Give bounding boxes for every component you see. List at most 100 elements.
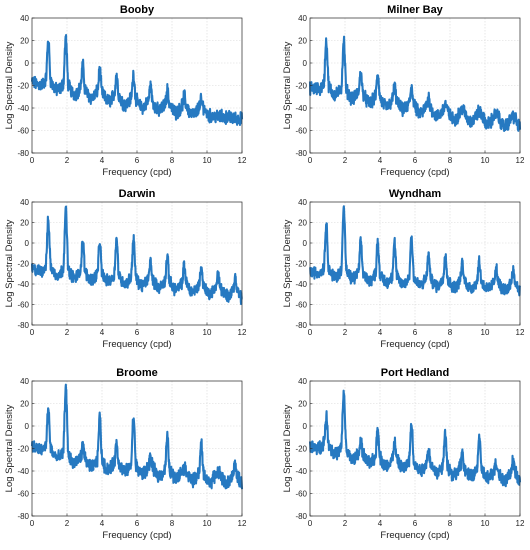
axes-frame: [31, 17, 243, 154]
y-tick-label: 40: [298, 14, 307, 23]
y-tick-label: -20: [17, 445, 29, 454]
y-tick-label: 0: [25, 59, 30, 68]
y-tick-label: 0: [303, 59, 308, 68]
x-tick-label: 12: [238, 328, 247, 337]
x-tick-label: 10: [481, 328, 490, 337]
spectrum-line: [308, 389, 522, 488]
y-tick-label: 40: [20, 198, 29, 207]
y-tick-label: -80: [17, 149, 29, 158]
x-tick-label: 6: [135, 156, 140, 165]
chart-title: Booby: [120, 4, 155, 16]
y-tick-label: -40: [17, 104, 29, 113]
x-tick-label: 8: [170, 156, 175, 165]
x-tick-label: 2: [343, 328, 348, 337]
y-axis-label: Log Spectral Density: [282, 41, 293, 129]
x-tick-label: 6: [413, 156, 418, 165]
x-axis-label: Frequency (cpd): [102, 167, 171, 178]
y-tick-label: -80: [295, 149, 307, 158]
chart-panel-4: 0 2 4 6 8 10 12 -80 -60 -40 -20 0 20 40 Wyndham Frequen…: [282, 188, 525, 350]
y-axis-label: Log Spectral Density: [282, 219, 293, 307]
x-tick-label: 8: [448, 519, 453, 528]
x-tick-label: 8: [448, 156, 453, 165]
y-tick-label: 0: [25, 239, 30, 248]
y-tick-label: -40: [17, 280, 29, 289]
x-axis-label: Frequency (cpd): [102, 339, 171, 350]
chart-title: Broome: [116, 367, 158, 379]
chart-panel-1: 0 2 4 6 8 10 12 -80 -60 -40 -20 0 20 40 Booby Frequency…: [4, 4, 247, 178]
x-tick-label: 12: [516, 156, 525, 165]
x-tick-label: 6: [413, 328, 418, 337]
y-tick-label: -60: [295, 301, 307, 310]
y-tick-label: 0: [303, 239, 308, 248]
y-axis-label: Log Spectral Density: [4, 219, 15, 307]
x-tick-label: 4: [378, 328, 383, 337]
y-tick-label: -60: [295, 490, 307, 499]
chart-title: Darwin: [119, 188, 156, 200]
spectrum-line: [30, 205, 243, 306]
chart-panel-5: 0 2 4 6 8 10 12 -80 -60 -40 -20 0 20 40 Broome Frequenc…: [4, 367, 247, 541]
x-tick-label: 0: [30, 156, 35, 165]
axes-frame: [31, 201, 243, 326]
x-tick-label: 2: [65, 519, 70, 528]
y-tick-label: 20: [20, 400, 29, 409]
y-tick-label: -20: [295, 82, 307, 91]
x-axis-label: Frequency (cpd): [380, 530, 449, 541]
chart-title: Milner Bay: [387, 4, 444, 16]
x-tick-label: 6: [135, 328, 140, 337]
x-tick-label: 12: [516, 328, 525, 337]
x-tick-label: 4: [100, 328, 105, 337]
x-tick-label: 10: [203, 519, 212, 528]
x-tick-label: 4: [378, 156, 383, 165]
chart-panel-3: 0 2 4 6 8 10 12 -80 -60 -40 -20 0 20 40 Darwin Frequenc…: [4, 188, 247, 350]
x-tick-label: 6: [413, 519, 418, 528]
y-tick-label: 20: [20, 219, 29, 228]
x-tick-label: 6: [135, 519, 140, 528]
chart-title: Wyndham: [389, 188, 442, 200]
y-tick-label: 40: [298, 377, 307, 386]
x-axis-label: Frequency (cpd): [380, 339, 449, 350]
x-tick-label: 0: [308, 328, 313, 337]
x-tick-label: 12: [238, 519, 247, 528]
y-tick-label: 0: [303, 422, 308, 431]
spectrum-line: [30, 383, 244, 490]
y-tick-label: -40: [295, 104, 307, 113]
y-tick-label: -40: [17, 467, 29, 476]
x-tick-label: 4: [100, 519, 105, 528]
y-tick-label: -40: [295, 280, 307, 289]
y-tick-label: 40: [298, 198, 307, 207]
x-tick-label: 2: [65, 156, 70, 165]
y-tick-label: -20: [17, 260, 29, 269]
spectrum-line: [30, 34, 244, 127]
y-tick-label: 20: [298, 219, 307, 228]
axes-frame: [309, 17, 521, 154]
x-tick-label: 10: [203, 156, 212, 165]
x-tick-label: 0: [30, 519, 35, 528]
x-tick-label: 10: [481, 156, 490, 165]
x-tick-label: 12: [238, 156, 247, 165]
y-axis-label: Log Spectral Density: [4, 404, 15, 492]
y-tick-label: 40: [20, 377, 29, 386]
y-tick-label: -20: [17, 82, 29, 91]
spectrum-line: [308, 35, 522, 132]
y-tick-label: -60: [17, 490, 29, 499]
y-tick-label: -80: [17, 512, 29, 521]
axes-frame: [309, 380, 521, 517]
y-tick-label: -20: [295, 445, 307, 454]
y-tick-label: 20: [298, 400, 307, 409]
y-tick-label: -80: [17, 321, 29, 330]
y-axis-label: Log Spectral Density: [4, 41, 15, 129]
y-tick-label: 20: [20, 37, 29, 46]
x-tick-label: 10: [481, 519, 490, 528]
y-tick-label: -40: [295, 467, 307, 476]
y-tick-label: -60: [17, 301, 29, 310]
x-tick-label: 12: [516, 519, 525, 528]
x-tick-label: 10: [203, 328, 212, 337]
x-tick-label: 4: [378, 519, 383, 528]
chart-panel-6: 0 2 4 6 8 10 12 -80 -60 -40 -20 0 20 40 Port Hedland Fr…: [282, 367, 525, 541]
x-tick-label: 2: [343, 519, 348, 528]
axes-frame: [309, 201, 521, 326]
chart-title: Port Hedland: [381, 367, 449, 379]
x-tick-label: 4: [100, 156, 105, 165]
spectrum-line: [309, 205, 522, 297]
axes-frame: [31, 380, 243, 517]
